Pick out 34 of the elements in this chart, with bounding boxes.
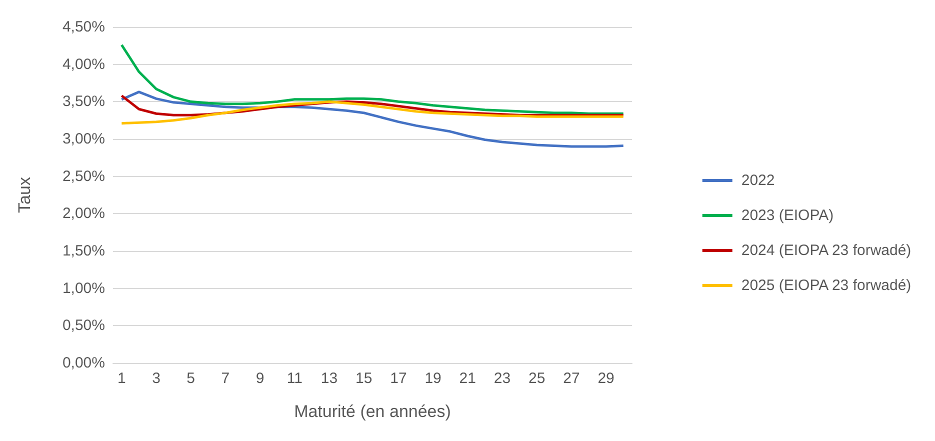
line-series [120,100,625,125]
y-tick-label: 4,00% [62,56,105,73]
y-tick-label: 0,50% [62,317,105,334]
x-tick-label: 1 [117,370,126,387]
y-tick-label: 2,50% [62,168,105,185]
x-tick-label: 17 [390,370,407,387]
y-tick-label: 1,00% [62,280,105,297]
x-tick-label: 21 [459,370,476,387]
x-tick-label: 11 [286,370,302,387]
x-tick-label: 13 [320,370,338,387]
legend-label: 2025 (EIOPA 23 forwadé) [741,277,912,294]
x-tick-label: 15 [356,370,372,387]
legend-label: 2023 (EIOPA) [741,207,834,224]
y-tick-label: 4,50% [62,18,105,36]
y-tick-label: 3,00% [62,130,105,148]
x-tick-label: 7 [221,370,230,387]
y-axis-title: Taux [15,176,34,213]
line-series [120,90,625,148]
y-tick-label: 0,00% [62,354,105,372]
x-tick-label: 19 [424,370,442,387]
x-tick-label: 29 [598,370,614,387]
x-tick-label: 3 [152,370,160,387]
x-tick-label: 23 [494,370,511,387]
y-tick-label: 1,50% [62,242,105,260]
legend-label: 2024 (EIOPA 23 forwadé) [741,242,912,259]
x-tick-label: 5 [186,370,196,387]
x-tick-label: 9 [256,370,264,387]
x-tick-label: 27 [563,370,580,387]
y-tick-label: 3,50% [62,93,105,110]
y-tick-label: 2,00% [62,205,105,222]
x-tick-label: 25 [528,370,546,387]
legend-label: 2022 [741,172,775,189]
x-axis-title: Maturité (en années) [294,402,451,421]
line-series [120,44,625,115]
